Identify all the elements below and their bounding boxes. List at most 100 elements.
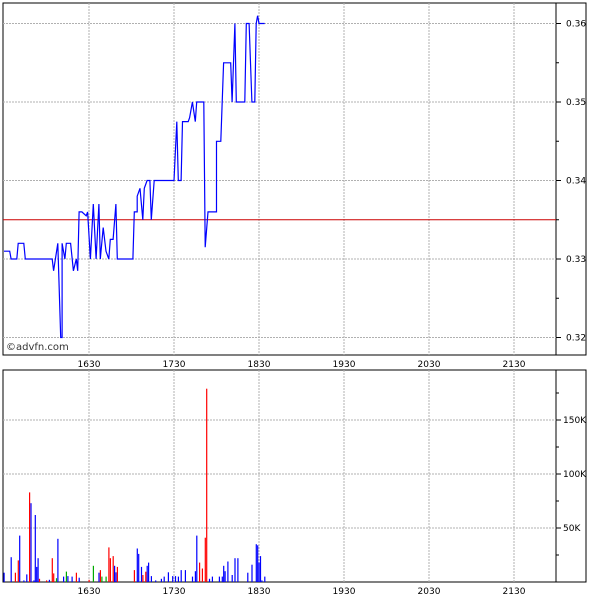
volume-bar (3, 572, 5, 582)
volume-bar (53, 573, 55, 582)
volume-bar (23, 580, 25, 582)
volume-bar (145, 571, 147, 582)
volume-panel-frame (2, 369, 587, 583)
price-x-tick-label: 2030 (418, 360, 441, 370)
volume-bar (259, 556, 262, 582)
volume-y-tick-label: 150K (563, 416, 587, 426)
volume-bar (55, 578, 58, 582)
volume-bar (150, 576, 152, 582)
volume-bar (255, 544, 257, 582)
volume-bar (206, 388, 208, 582)
volume-bar (99, 570, 101, 582)
volume-x-tick-label: 2030 (418, 587, 441, 597)
volume-x-tick-label: 1830 (248, 587, 271, 597)
volume-bar (223, 565, 225, 582)
price-x-tick-label: 2130 (503, 360, 526, 370)
volume-bar (57, 538, 59, 582)
volume-bar (224, 571, 226, 582)
volume-bar (29, 492, 31, 582)
volume-bar (34, 515, 36, 582)
volume-bar (231, 575, 233, 582)
price-y-tick-label: 0.33 (566, 255, 586, 265)
volume-bar (17, 560, 19, 582)
price-x-tick-label: 1830 (248, 360, 271, 370)
volume-bar (78, 577, 80, 582)
price-series-line (4, 15, 265, 339)
price-y-tick-label: 0.34 (566, 177, 586, 187)
volume-bar (33, 580, 35, 582)
volume-bar (114, 565, 116, 582)
volume-bar (180, 570, 182, 582)
price-x-tick-label: 1730 (163, 360, 186, 370)
volume-bar (201, 568, 203, 582)
price-x-tick-label: 1930 (333, 360, 356, 370)
volume-bar (10, 557, 12, 582)
volume-bar (264, 576, 266, 582)
volume-bar (199, 562, 201, 582)
volume-y-tick-label: 50K (563, 524, 581, 534)
volume-bar (109, 558, 111, 582)
volume-bar (26, 574, 28, 582)
volume-bar (19, 535, 21, 582)
volume-bar (167, 572, 169, 582)
volume-bar (133, 570, 135, 582)
volume-bar (172, 576, 174, 582)
volume-bar (38, 578, 41, 582)
volume-x-tick-label: 1630 (78, 587, 101, 597)
volume-bar (196, 535, 198, 582)
volume-bar (208, 578, 211, 582)
price-y-tick-label: 0.32 (566, 334, 586, 344)
volume-bar (36, 566, 38, 582)
volume-bar (30, 503, 32, 582)
volume-bar (75, 572, 77, 582)
volume-bar (71, 576, 73, 582)
price-y-tick-label: 0.36 (566, 20, 586, 30)
advfn-watermark: ©advfn.com (6, 342, 69, 353)
volume-bar (174, 576, 177, 582)
volume-bar (194, 571, 196, 582)
volume-bar (140, 566, 143, 582)
volume-bar (101, 576, 103, 582)
volume-bar (221, 576, 223, 582)
volume-bar (148, 562, 150, 582)
volume-bar (247, 572, 249, 582)
volume-bar (227, 561, 229, 582)
volume-bar (211, 576, 213, 582)
volume-bar (98, 572, 100, 582)
volume-bar (37, 558, 39, 582)
volume-bar (155, 580, 157, 582)
volume-bar (63, 576, 65, 582)
volume-bar (251, 564, 253, 582)
volume-bar (142, 575, 144, 582)
price-x-tick-label: 1630 (78, 360, 101, 370)
volume-bar (88, 579, 90, 582)
volume-bar (65, 571, 67, 582)
volume-bar (204, 537, 206, 582)
volume-bar (116, 566, 118, 582)
volume-bar (261, 580, 263, 582)
volume-y-tick-label: 100K (563, 470, 587, 480)
volume-x-tick-label: 1730 (163, 587, 186, 597)
volume-bar (257, 545, 259, 582)
volume-bar (115, 572, 117, 582)
volume-x-tick-label: 1930 (333, 587, 356, 597)
volume-bar (112, 556, 114, 582)
volume-bar (258, 562, 260, 582)
volume-bar (191, 576, 194, 582)
volume-bar (146, 565, 148, 582)
volume-bar (48, 579, 50, 582)
volume-bar (14, 572, 16, 582)
volume-bar (105, 576, 107, 582)
volume-bar (92, 565, 94, 582)
price-y-tick-label: 0.35 (566, 98, 586, 108)
volume-bar (163, 576, 165, 582)
volume-bar (160, 578, 162, 582)
volume-bar (67, 576, 69, 582)
volume-bar (46, 580, 48, 582)
price-panel-frame (2, 2, 587, 356)
volume-x-tick-label: 2130 (503, 587, 526, 597)
volume-bar (138, 553, 140, 582)
volume-bar (136, 548, 138, 582)
volume-bar (218, 576, 220, 582)
